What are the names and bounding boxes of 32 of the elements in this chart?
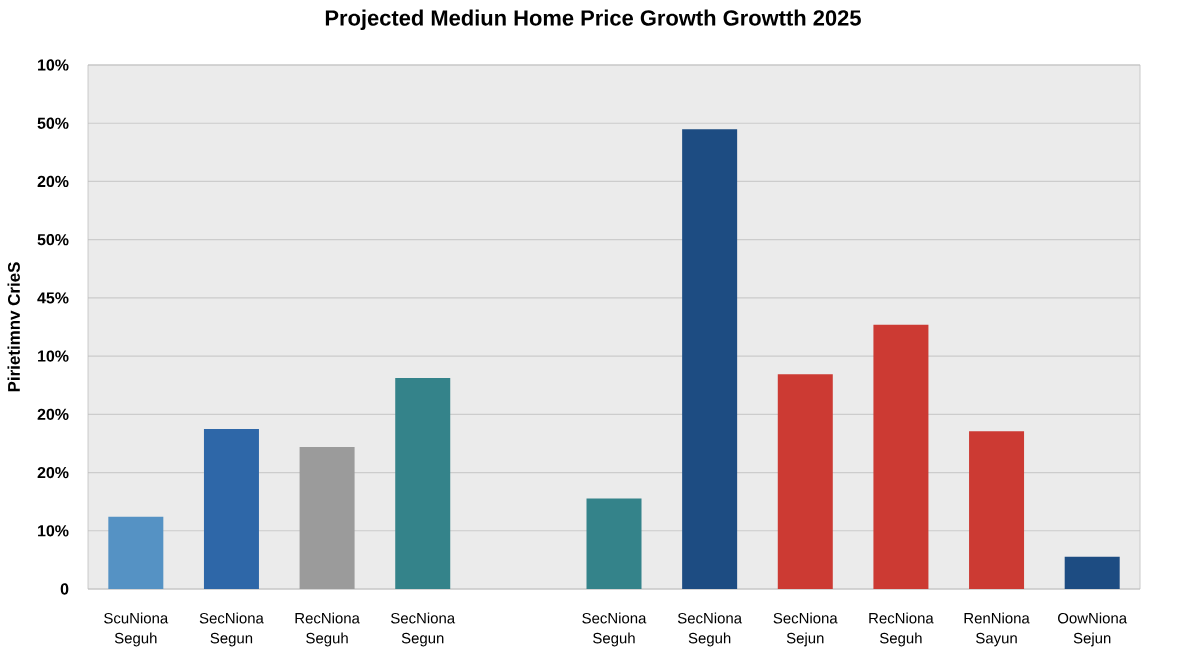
x-tick-label: RecNiona Seguh bbox=[869, 612, 934, 647]
bar bbox=[299, 446, 355, 589]
text: 10% bbox=[38, 525, 69, 537]
bar bbox=[777, 374, 833, 589]
y-axis-title: Pirietimnv CrieS bbox=[7, 262, 20, 392]
chart-title: Projected Mediun Home Price Growth Growtth 2025 bbox=[325, 9, 861, 30]
bar bbox=[873, 324, 929, 589]
bar bbox=[682, 129, 738, 589]
text: 45% bbox=[37, 292, 69, 304]
bar bbox=[203, 429, 259, 589]
x-tick-label: SecNiona Segun bbox=[391, 612, 456, 647]
bar bbox=[1064, 556, 1120, 589]
text: 20% bbox=[37, 466, 69, 479]
x-tick-label: RecNiona Seguh bbox=[295, 612, 360, 647]
x-tick-label: SecNiona Segun bbox=[199, 612, 264, 647]
x-tick-label: SecNiona Seguh bbox=[677, 612, 743, 647]
x-tick-label: RenNiona Sayun bbox=[964, 612, 1030, 647]
bar bbox=[395, 378, 451, 589]
text: 20% bbox=[37, 408, 69, 420]
text: 0 bbox=[60, 583, 69, 595]
text: 10% bbox=[38, 350, 69, 362]
x-tick-label: OowNiona Sejun bbox=[1058, 612, 1128, 647]
text: 10% bbox=[38, 59, 69, 71]
text: 50% bbox=[37, 234, 69, 246]
bar bbox=[586, 498, 642, 589]
x-tick-label: SecNiona Seguh bbox=[582, 612, 647, 647]
bar bbox=[969, 431, 1025, 589]
x-tick-label: SecNiona Sejun bbox=[773, 612, 838, 647]
x-tick-label: ScuNiona Seguh bbox=[104, 612, 169, 647]
bar bbox=[108, 516, 164, 589]
text: 50% bbox=[37, 117, 69, 129]
text: 20% bbox=[37, 175, 69, 188]
